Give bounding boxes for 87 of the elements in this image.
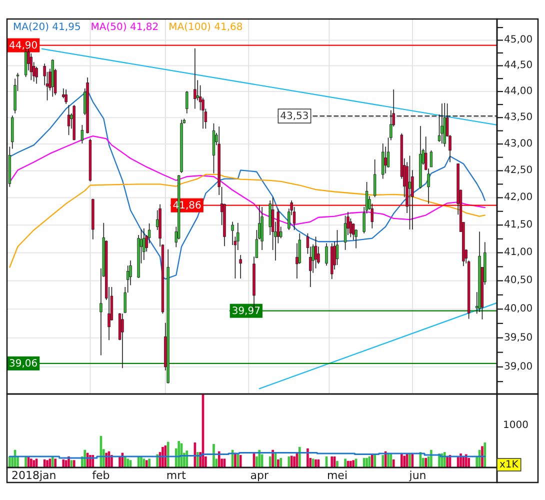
candlestick xyxy=(344,215,347,250)
bar xyxy=(8,456,11,468)
line-series xyxy=(9,174,486,268)
candlestick xyxy=(231,221,234,246)
bar xyxy=(446,456,448,468)
bar xyxy=(362,458,366,468)
bar xyxy=(392,459,395,468)
x-tick-label: mei xyxy=(326,469,348,482)
bar xyxy=(330,456,334,468)
candlestick xyxy=(408,155,412,230)
bar xyxy=(178,441,180,468)
x-tick-label: mrt xyxy=(166,469,187,482)
candlestick xyxy=(64,89,68,104)
bar xyxy=(352,460,355,468)
bar xyxy=(46,460,48,468)
candlestick xyxy=(80,124,84,144)
candlestick xyxy=(382,143,384,180)
bar xyxy=(30,458,32,468)
candlestick xyxy=(124,286,126,314)
y-tick-label: 44,50 xyxy=(504,60,533,72)
candlestick xyxy=(325,242,328,266)
text: MA(50) 41,82 xyxy=(90,22,159,33)
text: MA(100) 41,68 xyxy=(168,22,243,33)
bar xyxy=(314,459,317,468)
bar xyxy=(62,459,65,468)
bar xyxy=(51,456,54,468)
y-tick-label: 41,00 xyxy=(504,247,533,258)
y-tick-label: 40,50 xyxy=(504,275,533,286)
bar xyxy=(268,456,272,468)
y-tick-label: 42,50 xyxy=(504,165,533,176)
bar xyxy=(424,458,428,468)
bar xyxy=(32,460,36,468)
candlestick xyxy=(194,48,196,110)
text: MA(20) 41,95 xyxy=(13,22,81,33)
bar xyxy=(366,458,368,468)
candlestick xyxy=(67,104,70,136)
bar xyxy=(403,456,406,468)
bar xyxy=(140,456,142,468)
candlestick xyxy=(336,230,339,266)
bar xyxy=(54,458,56,468)
bar xyxy=(145,460,148,468)
bar xyxy=(277,459,280,468)
bar xyxy=(382,455,384,468)
data-label: 44,90 xyxy=(8,40,38,52)
x-tick-label: feb xyxy=(92,469,110,482)
candlestick xyxy=(121,313,124,368)
y-tick-label: 43,00 xyxy=(504,138,533,150)
candlestick xyxy=(35,66,38,84)
bar xyxy=(148,458,150,468)
bar xyxy=(280,458,282,468)
y-tick-label: 39,50 xyxy=(504,332,533,344)
y-tick-label: 45,00 xyxy=(504,34,533,46)
bar xyxy=(124,456,126,468)
bar xyxy=(293,456,296,468)
candlestick xyxy=(239,254,242,279)
x-tick-label: 2018jan xyxy=(11,469,56,482)
bar xyxy=(126,458,129,468)
bar xyxy=(290,456,293,468)
candlestick xyxy=(142,228,146,260)
data-label: 39,06 xyxy=(8,358,38,370)
bar xyxy=(118,456,121,468)
bar xyxy=(344,458,346,468)
candlestick xyxy=(186,90,188,114)
y-tick-label: 42,00 xyxy=(504,192,533,204)
y-tick-label: 43,50 xyxy=(504,112,533,124)
bar xyxy=(370,455,374,468)
bar xyxy=(24,456,27,468)
data-label: 43,53 xyxy=(280,111,309,122)
candlestick xyxy=(440,103,444,144)
y-axis-title: x1K xyxy=(499,459,519,470)
candlestick xyxy=(373,159,376,198)
bar xyxy=(72,460,76,468)
bar xyxy=(468,458,470,468)
candlestick xyxy=(314,236,318,269)
x-tick-label: apr xyxy=(250,469,269,482)
bar xyxy=(350,460,352,468)
bar xyxy=(336,460,338,468)
y-tick-label: 44,00 xyxy=(504,86,533,98)
x-tick-label: jun xyxy=(408,469,426,482)
y-tick-label: 41,50 xyxy=(504,220,533,231)
y-tick-label: 39,00 xyxy=(504,361,533,372)
candlestick xyxy=(430,150,433,168)
text: 1000 xyxy=(503,420,528,432)
bar xyxy=(374,454,376,468)
y-tick-label: 40,00 xyxy=(504,304,533,315)
bar xyxy=(212,444,215,468)
data-label: 39,97 xyxy=(232,306,260,317)
